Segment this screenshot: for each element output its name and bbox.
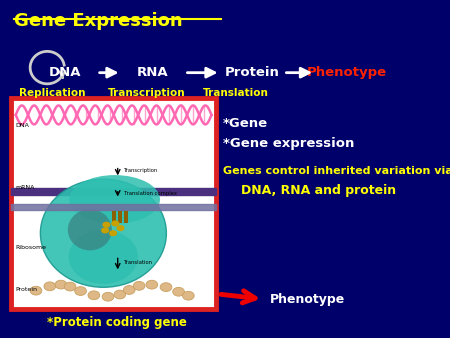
- Circle shape: [123, 286, 135, 294]
- Text: Ribosome: Ribosome: [16, 245, 47, 250]
- Text: Transcription: Transcription: [125, 168, 159, 173]
- Bar: [118, 211, 122, 223]
- Text: Translation: Translation: [125, 260, 153, 265]
- Text: RNA: RNA: [137, 66, 169, 79]
- Text: DNA, RNA and protein: DNA, RNA and protein: [241, 185, 396, 197]
- Circle shape: [44, 282, 56, 291]
- Text: *Protein coding gene: *Protein coding gene: [47, 316, 187, 329]
- Circle shape: [111, 220, 119, 226]
- Text: Protein: Protein: [16, 287, 38, 292]
- Bar: [112, 211, 116, 223]
- Text: Gene Expression: Gene Expression: [14, 12, 182, 30]
- Circle shape: [160, 283, 172, 291]
- Circle shape: [75, 287, 86, 295]
- Bar: [11, 98, 216, 309]
- Circle shape: [117, 225, 125, 231]
- Text: mRNA: mRNA: [16, 185, 35, 190]
- Text: DNA: DNA: [16, 123, 30, 128]
- Circle shape: [64, 282, 76, 291]
- Circle shape: [183, 291, 194, 300]
- Circle shape: [114, 290, 126, 299]
- Ellipse shape: [69, 175, 160, 224]
- Circle shape: [30, 286, 42, 295]
- Text: Phenotype: Phenotype: [270, 293, 345, 306]
- Circle shape: [88, 291, 100, 300]
- Circle shape: [146, 280, 158, 289]
- Circle shape: [102, 222, 110, 228]
- Text: Phenotype: Phenotype: [306, 66, 387, 79]
- Text: *Gene expression: *Gene expression: [223, 137, 354, 150]
- Circle shape: [101, 227, 109, 234]
- Text: Translation complex: Translation complex: [125, 191, 177, 196]
- Text: Genes control inherited variation via:: Genes control inherited variation via:: [223, 166, 450, 176]
- Text: Replication: Replication: [18, 88, 85, 98]
- Ellipse shape: [68, 209, 112, 250]
- Text: Translation: Translation: [203, 88, 269, 98]
- Bar: [124, 211, 128, 223]
- Circle shape: [55, 280, 67, 289]
- Circle shape: [173, 287, 184, 296]
- Text: DNA: DNA: [49, 66, 81, 79]
- Circle shape: [102, 292, 114, 301]
- Circle shape: [133, 282, 145, 290]
- Text: *Gene: *Gene: [223, 117, 268, 130]
- Circle shape: [109, 230, 117, 236]
- Ellipse shape: [40, 179, 166, 287]
- Ellipse shape: [69, 230, 138, 284]
- Text: Protein: Protein: [225, 66, 279, 79]
- Text: Transcription: Transcription: [108, 88, 185, 98]
